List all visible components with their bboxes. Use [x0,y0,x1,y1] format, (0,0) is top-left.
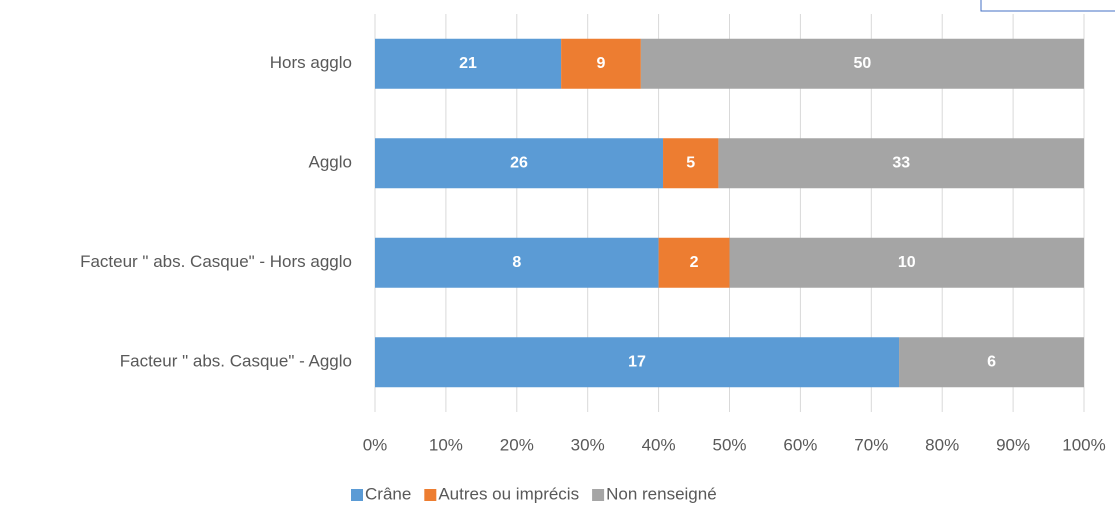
bar-segment [658,237,730,288]
x-tick-label: 100% [1062,435,1105,454]
bar-segment [899,337,1084,388]
bar-segment [375,138,664,189]
data-label: 10 [898,254,916,271]
x-tick-label: 0% [363,435,388,454]
data-label: 21 [459,55,477,72]
bar-segment [375,38,562,89]
legend-label: Non renseigné [606,484,717,503]
y-tick-label: Agglo [309,153,352,172]
x-tick-label: 20% [500,435,534,454]
x-tick-label: 30% [571,435,605,454]
bar-segment [561,38,641,89]
legend-label: Crâne [365,484,411,503]
legend-label: Autres ou imprécis [438,484,579,503]
y-tick-label: Facteur " abs. Casque" - Hors agglo [80,252,352,271]
bar-segment [375,337,900,388]
x-tick-label: 10% [429,435,463,454]
x-tick-label: 70% [854,435,888,454]
data-label: 5 [686,154,695,171]
bar-segment [663,138,719,189]
x-tick-label: 40% [642,435,676,454]
data-label: 17 [628,353,646,370]
y-tick-label: Facteur " abs. Casque" - Agglo [120,352,352,371]
data-label: 50 [854,55,872,72]
legend-swatch [351,489,363,501]
legend-swatch [424,489,437,501]
bar-segment [718,138,1084,189]
bar-segment [640,38,1084,89]
bar-segment [729,237,1084,288]
frame-fragment [980,0,1115,12]
y-tick-label: Hors agglo [270,53,352,72]
legend-swatch [592,489,605,501]
x-tick-label: 60% [783,435,817,454]
data-label: 2 [690,254,699,271]
x-tick-label: 90% [996,435,1030,454]
x-tick-label: 50% [712,435,746,454]
data-label: 6 [987,353,996,370]
data-label: 8 [512,254,521,271]
bar-segment [375,237,659,288]
data-label: 9 [597,55,606,72]
data-label: 33 [892,154,910,171]
data-label: 26 [510,154,528,171]
x-tick-label: 80% [925,435,959,454]
